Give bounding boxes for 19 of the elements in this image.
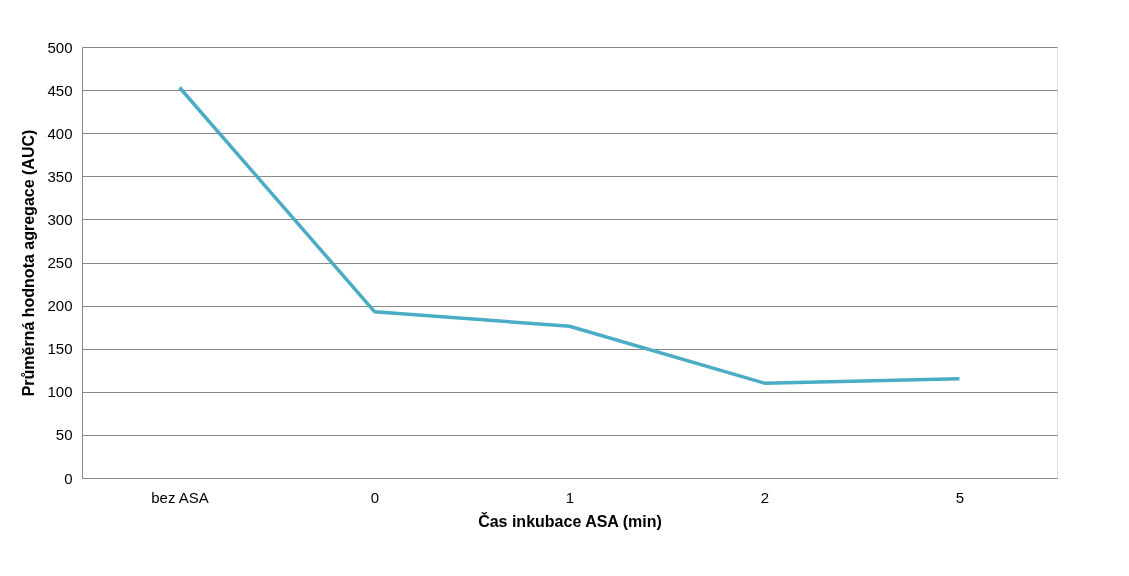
y-tick-label: 400 [47, 124, 73, 142]
line-series [177, 85, 962, 385]
y-tick-label: 50 [55, 426, 73, 444]
y-tick-label: 450 [47, 81, 73, 99]
y-axis-title: Průměrná hodnota agregace (AUC) [20, 129, 38, 397]
x-tick-label: 2 [760, 488, 770, 506]
y-tick-label: 250 [47, 254, 73, 271]
y-tick-label: 150 [47, 340, 73, 358]
y-tick-label: 0 [64, 469, 73, 487]
x-tick-label: 0 [370, 488, 380, 506]
y-tick-label: 300 [47, 210, 73, 228]
x-axis-title: Čas inkubace ASA (min) [478, 511, 662, 530]
y-tick-label: 350 [47, 167, 73, 185]
x-tick-label: bez ASA [151, 488, 209, 506]
x-tick-label: 1 [565, 488, 575, 506]
y-tick-label: 200 [47, 297, 73, 315]
y-tick-label: 100 [47, 383, 73, 401]
x-tick-label: 5 [955, 488, 965, 506]
y-tick-label: 500 [47, 38, 73, 56]
